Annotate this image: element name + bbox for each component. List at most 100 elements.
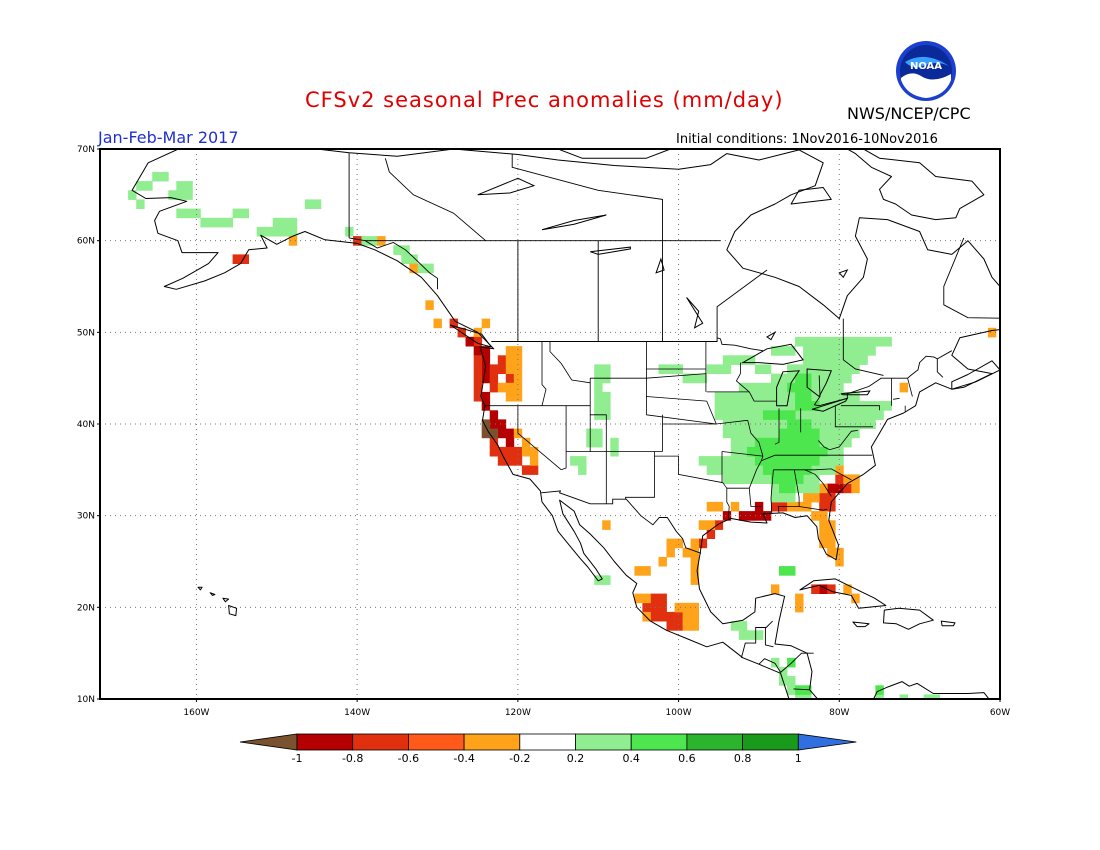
anomaly-cell — [875, 694, 884, 699]
anomaly-cell — [803, 428, 812, 439]
anomaly-cell — [819, 437, 828, 448]
anomaly-cell — [409, 254, 418, 264]
anomaly-cell — [762, 474, 772, 484]
anomaly-cell — [152, 171, 161, 182]
anomaly-cell — [602, 401, 611, 411]
anomaly-cell — [594, 428, 603, 439]
lon-tick-label: 140W — [344, 708, 370, 718]
anomaly-cell — [714, 501, 724, 512]
lat-tick-label: 60N — [77, 237, 95, 247]
anomaly-cell — [489, 419, 499, 429]
anomaly-cell — [730, 446, 740, 457]
anomaly-cell — [754, 511, 764, 521]
anomaly-cell — [730, 456, 740, 466]
anomaly-cell — [714, 364, 724, 374]
anomaly-cell — [779, 428, 788, 439]
border-central-america-c — [780, 652, 814, 673]
anomaly-cell — [754, 419, 764, 429]
anomaly-cell — [746, 355, 756, 365]
anomaly-cell — [497, 428, 507, 439]
anomaly-cell — [738, 511, 748, 521]
anomaly-cell — [136, 199, 145, 209]
anomaly-cell — [795, 593, 804, 604]
anomaly-cell — [795, 685, 804, 695]
anomaly-cell — [714, 465, 724, 475]
anomaly-cell — [489, 373, 499, 384]
anomaly-cell — [473, 336, 483, 347]
anomaly-cell — [738, 382, 748, 393]
anomaly-cell — [779, 483, 788, 494]
anomaly-cell — [762, 437, 772, 448]
anomaly-cell — [754, 391, 764, 402]
anomaly-cell — [754, 456, 764, 466]
anomaly-cell — [738, 428, 748, 439]
anomaly-cell — [762, 465, 772, 475]
anomaly-cell — [738, 355, 748, 365]
anomaly-cell — [867, 336, 876, 347]
anomaly-cell — [594, 364, 603, 374]
anomaly-cell — [497, 355, 507, 365]
anomaly-cell — [803, 410, 812, 420]
border-alaska-panhandle — [349, 237, 438, 290]
anomaly-cell — [176, 208, 185, 219]
anomaly-cell — [529, 465, 539, 475]
anomaly-cell — [594, 382, 603, 393]
anomaly-cell — [658, 602, 667, 613]
state-border — [773, 468, 852, 481]
anomaly-cell — [184, 181, 193, 191]
anomaly-cell — [843, 346, 852, 356]
anomaly-cell — [272, 217, 282, 228]
anomaly-cell — [787, 492, 796, 503]
anomaly-cell — [779, 446, 788, 457]
lat-tick-label: 30N — [77, 512, 95, 522]
anomaly-cell — [827, 382, 836, 393]
lat-tick-label: 50N — [77, 328, 95, 338]
anomaly-cell — [835, 336, 844, 347]
forecast-period: Jan-Feb-Mar 2017 — [98, 128, 239, 147]
anomaly-cell — [819, 456, 828, 466]
anomaly-cell — [835, 556, 844, 567]
anomaly-cell — [730, 355, 740, 365]
anomaly-cell — [650, 602, 659, 613]
noaa-logo-icon: NOAA — [896, 41, 956, 101]
anomaly-cell — [779, 373, 788, 384]
anomaly-cell — [730, 437, 740, 448]
anomaly-cell — [489, 437, 499, 448]
anomaly-cell — [762, 511, 772, 521]
anomaly-cell — [473, 382, 483, 393]
colorbar-segment — [630, 733, 688, 751]
anomaly-cell — [827, 364, 836, 374]
anomaly-cell — [610, 437, 619, 448]
anomaly-region-w-alaska-north — [128, 171, 434, 274]
anomaly-cell — [722, 465, 732, 475]
lon-tick-label: 100W — [666, 708, 692, 718]
anomaly-cell — [779, 410, 788, 420]
anomaly-cell — [771, 428, 780, 439]
anomaly-cell — [819, 391, 828, 402]
svg-text:NOAA: NOAA — [910, 61, 942, 72]
anomaly-cell — [795, 336, 804, 347]
state-border — [589, 378, 607, 504]
anomaly-cell — [779, 456, 788, 466]
anomaly-cell — [795, 437, 804, 448]
anomaly-cell — [754, 474, 764, 484]
anomaly-cell — [771, 373, 780, 384]
anomaly-cell — [811, 446, 820, 457]
chart-title: CFSv2 seasonal Prec anomalies (mm/day) — [305, 88, 784, 112]
anomaly-cell — [529, 446, 539, 457]
anomaly-cell — [433, 318, 442, 329]
anomaly-cell — [489, 446, 499, 457]
anomaly-cell — [811, 346, 820, 356]
anomaly-cell — [489, 428, 499, 439]
anomaly-cell — [698, 520, 708, 530]
anomaly-cell — [714, 410, 724, 420]
lake-great-bear-lake — [477, 177, 536, 196]
anomaly-cell — [851, 428, 860, 439]
anomaly-cell — [513, 382, 523, 393]
state-border — [893, 397, 900, 400]
anomaly-cell — [698, 538, 708, 549]
anomaly-cell — [698, 456, 708, 466]
anomaly-cell — [505, 364, 515, 374]
coastline-baffin-island — [810, 149, 985, 221]
anomaly-cell — [473, 373, 483, 384]
